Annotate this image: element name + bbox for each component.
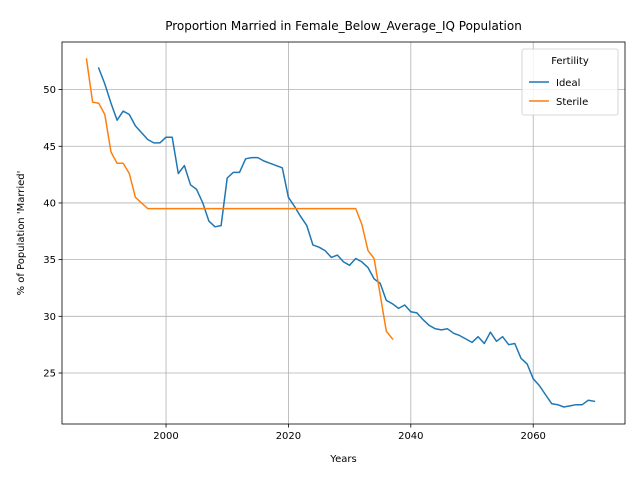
x-tick-label: 2020: [276, 431, 301, 442]
y-tick-label: 35: [43, 255, 56, 266]
y-axis-label: % of Population 'Married': [16, 171, 27, 296]
x-axis-label: Years: [329, 454, 356, 465]
x-tick-label: 2040: [398, 431, 423, 442]
chart-title: Proportion Married in Female_Below_Avera…: [165, 19, 522, 33]
series-line-ideal: [97, 67, 596, 408]
y-tick-label: 40: [43, 198, 56, 209]
y-tick-label: 45: [43, 142, 56, 153]
legend-box: [521, 48, 619, 116]
legend: Fertility Ideal Sterile: [521, 48, 619, 116]
series-line-sterile: [85, 58, 394, 341]
x-tick-label: 2060: [520, 431, 545, 442]
legend-title: Fertility: [551, 56, 589, 67]
y-tick-label: 50: [43, 85, 56, 96]
legend-label-ideal: Ideal: [556, 78, 580, 89]
legend-label-sterile: Sterile: [556, 97, 588, 108]
plot-frame: [61, 41, 626, 425]
series-lines: [85, 58, 596, 408]
x-tick-label: 2000: [153, 431, 178, 442]
axis-ticks: 2000 2020 2040 2060 25 30 35 40 45 50: [43, 85, 546, 442]
y-tick-label: 30: [43, 312, 56, 323]
y-tick-label: 25: [43, 368, 56, 379]
